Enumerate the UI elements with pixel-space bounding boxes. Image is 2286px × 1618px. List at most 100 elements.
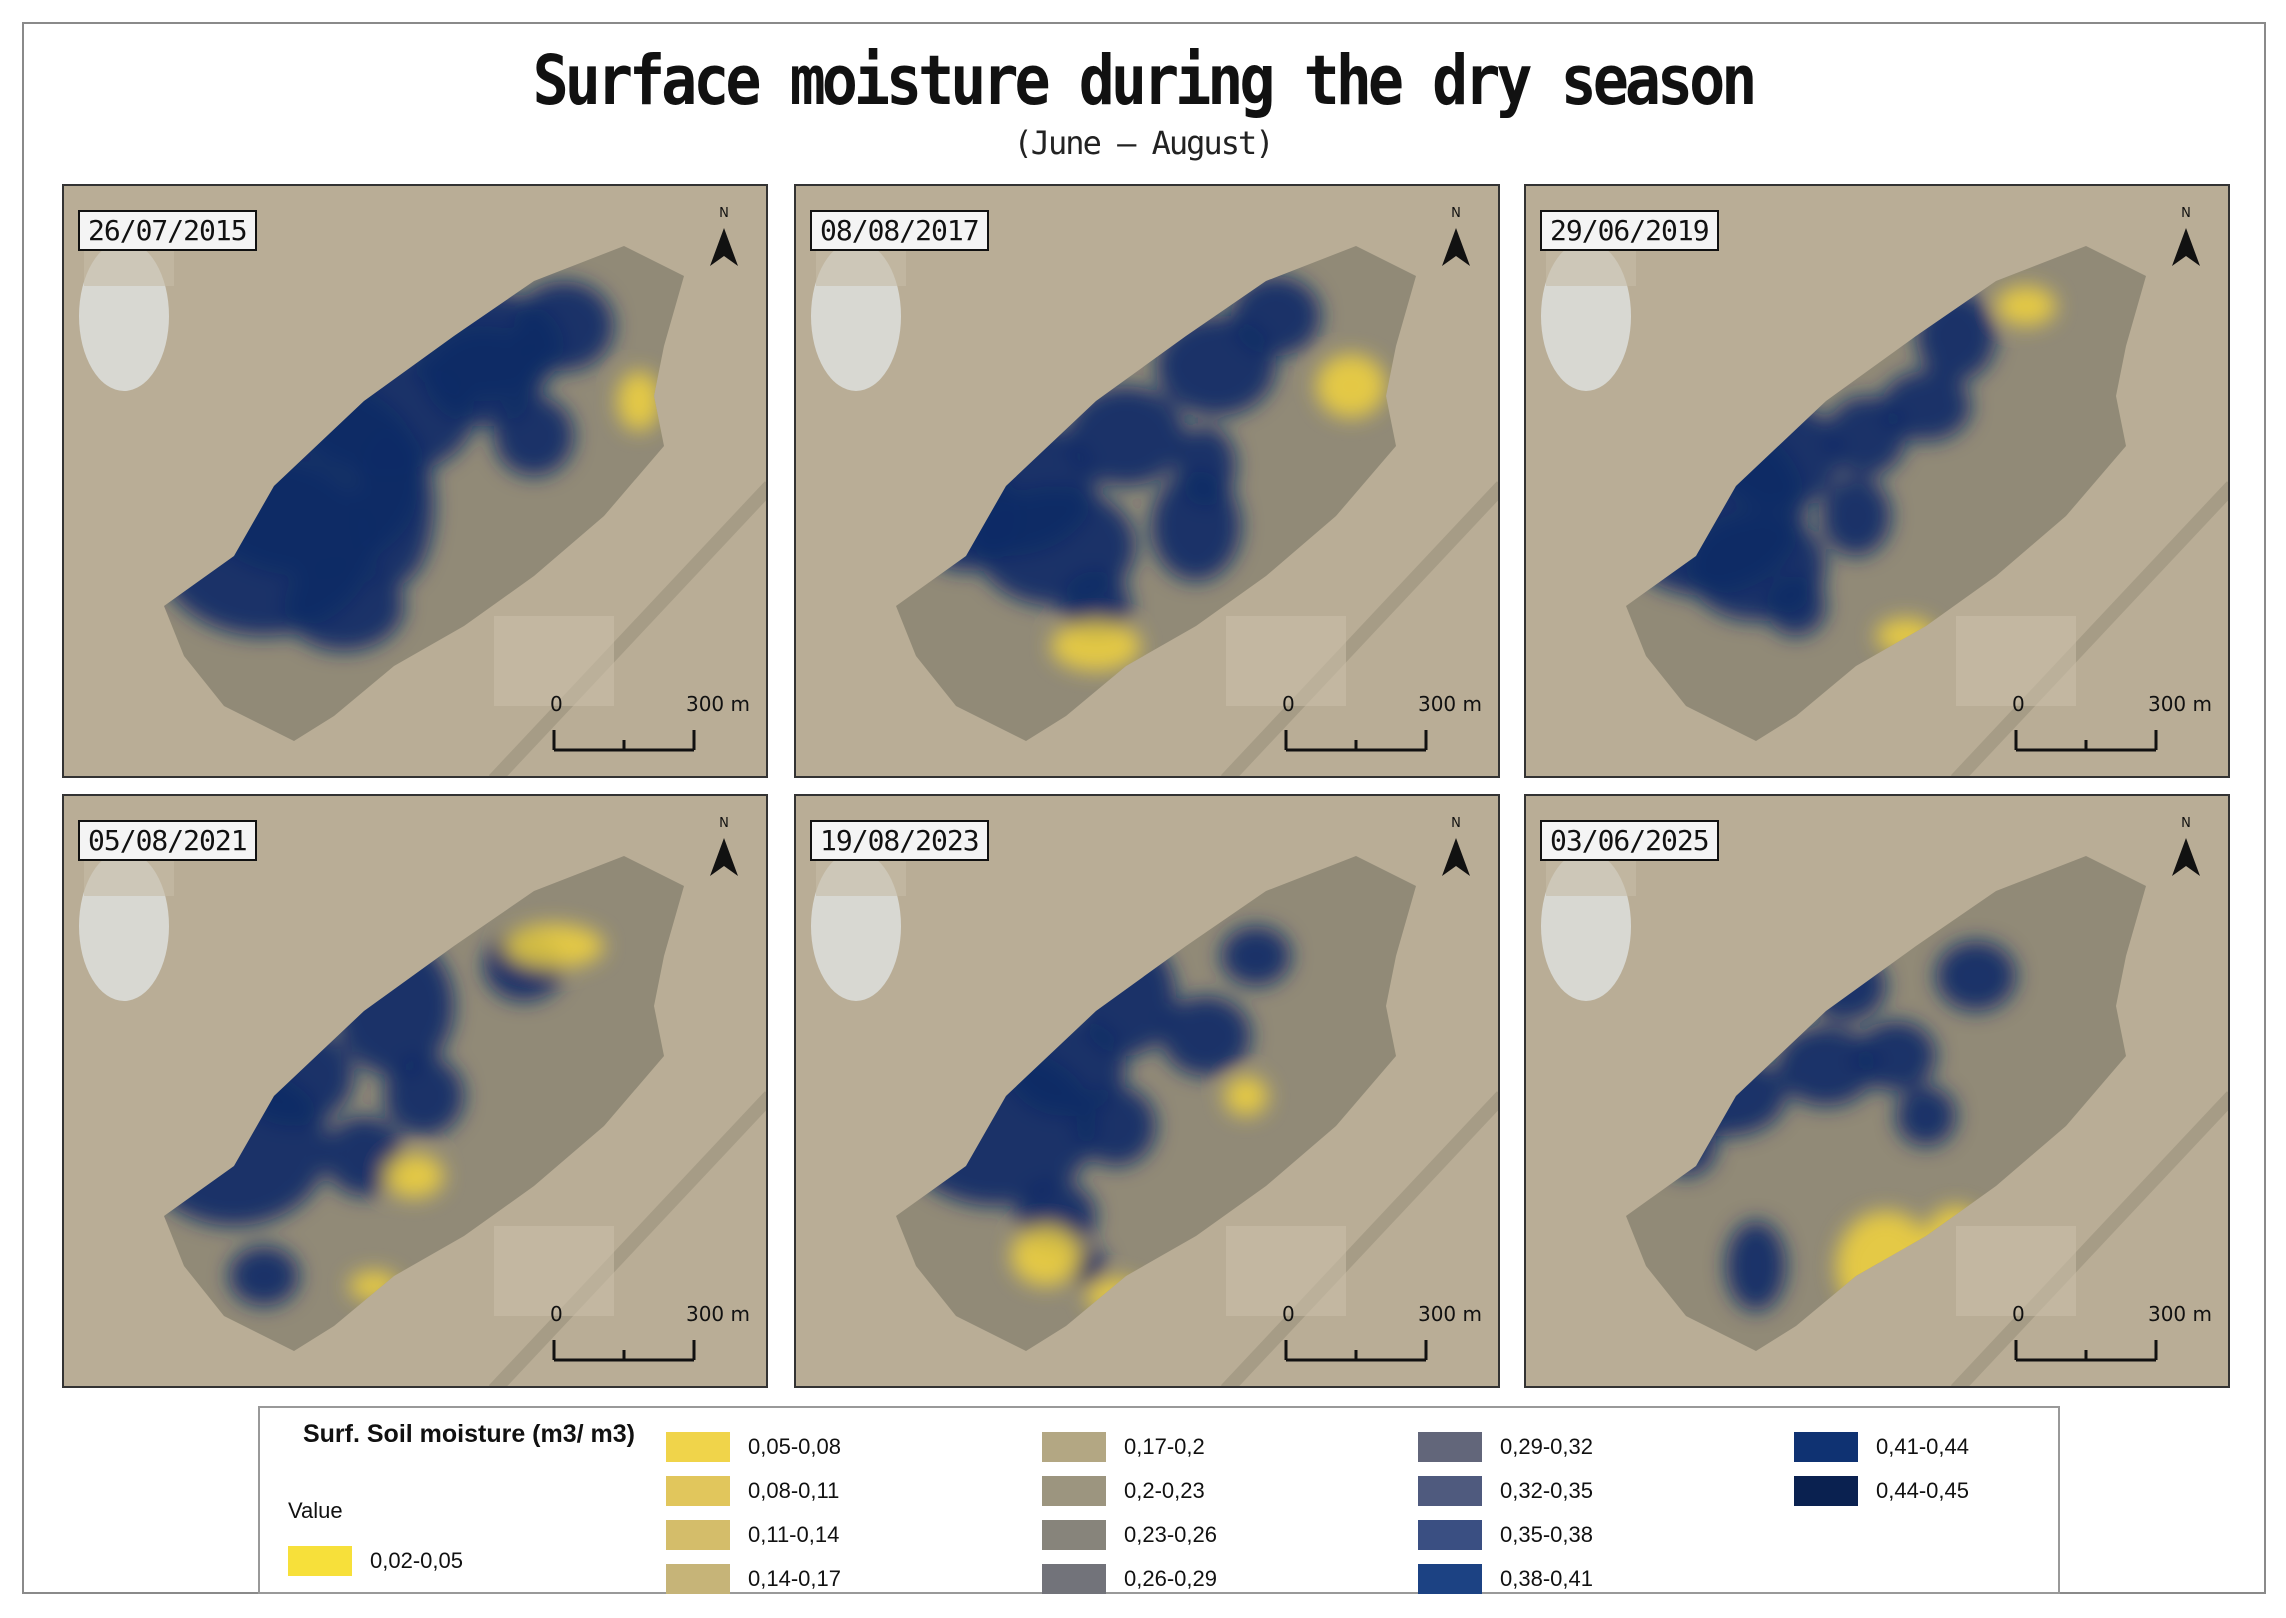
- north-label: N: [719, 206, 729, 221]
- dry-zone: [1316, 354, 1386, 418]
- north-arrow-icon: N: [2166, 206, 2206, 276]
- parcel: [494, 616, 614, 706]
- legend-swatch: [1418, 1476, 1482, 1506]
- north-label: N: [719, 816, 729, 831]
- wet-zone: [354, 426, 434, 586]
- scale-zero: 0: [2012, 692, 2025, 716]
- panel-date: 03/06/2025: [1540, 820, 1719, 861]
- panel-date: 29/06/2019: [1540, 210, 1719, 251]
- dry-zone: [1051, 621, 1141, 671]
- legend-swatch: [1418, 1520, 1482, 1550]
- scale-bar: 0 300 m: [550, 1302, 750, 1366]
- wet-zone: [1066, 386, 1186, 486]
- legend-label: 0,23-0,26: [1124, 1522, 1217, 1547]
- scale-zero: 0: [550, 692, 563, 716]
- north-arrow-icon: N: [704, 206, 744, 276]
- parcel: [1226, 616, 1346, 706]
- wet-zone: [1221, 926, 1291, 986]
- legend-label: 0,11-0,14: [748, 1522, 840, 1547]
- map-panel: 05/08/2021 N 0 300 m: [62, 794, 768, 1388]
- map-panel: 19/08/2023 N 0 300 m: [794, 794, 1500, 1388]
- panel-date: 19/08/2023: [810, 820, 989, 861]
- legend-label: 0,14-0,17: [748, 1566, 841, 1591]
- figure-title: Surface moisture during the dry season: [532, 40, 1758, 122]
- legend-label: 0,29-0,32: [1500, 1434, 1593, 1459]
- map-panel: 29/06/2019 N 0 300 m: [1524, 184, 2230, 778]
- wet-zone: [424, 326, 544, 426]
- scale-zero: 0: [2012, 1302, 2025, 1326]
- north-label: N: [2181, 816, 2191, 831]
- panel-date: 08/08/2017: [810, 210, 989, 251]
- wet-zone: [384, 1056, 464, 1136]
- road: [1220, 481, 1498, 776]
- scale-bar: 0 300 m: [1282, 692, 1482, 756]
- scale-zero: 0: [550, 1302, 563, 1326]
- wet-zone: [1821, 476, 1891, 556]
- scale-bar: 0 300 m: [1282, 1302, 1482, 1366]
- legend-swatch: [1418, 1432, 1482, 1462]
- map-panel: 03/06/2025 N 0 300 m: [1524, 794, 2230, 1388]
- figure-subtitle: (June – August): [1013, 124, 1275, 162]
- scale-distance: 300 m: [685, 1302, 750, 1326]
- scale-distance: 300 m: [2147, 1302, 2212, 1326]
- soil-moisture-map: [796, 186, 1498, 776]
- soil-moisture-map: [796, 796, 1498, 1386]
- wet-zone: [1856, 1021, 1936, 1091]
- legend-swatch: [1042, 1476, 1106, 1506]
- dry-zone: [504, 924, 604, 968]
- parcel: [494, 1226, 614, 1316]
- road: [1950, 1091, 2228, 1386]
- legend-swatch: [1042, 1564, 1106, 1594]
- legend-label: 0,2-0,23: [1124, 1478, 1205, 1503]
- legend-swatch: [666, 1476, 730, 1506]
- legend-label: 0,35-0,38: [1500, 1522, 1593, 1547]
- road: [488, 1091, 766, 1386]
- wet-zone: [1881, 371, 1971, 441]
- north-arrow-icon: N: [1436, 206, 1476, 276]
- panel-date: 26/07/2015: [78, 210, 257, 251]
- legend-label: 0,38-0,41: [1500, 1566, 1593, 1591]
- scale-zero: 0: [1282, 1302, 1295, 1326]
- legend-swatch: [288, 1546, 352, 1576]
- legend-label: 0,17-0,2: [1124, 1434, 1205, 1459]
- wet-zone: [1726, 1221, 1786, 1311]
- legend-swatch: [1042, 1432, 1106, 1462]
- scale-bar: 0 300 m: [550, 692, 750, 756]
- wet-zone: [1936, 941, 2016, 1011]
- north-label: N: [1451, 816, 1461, 831]
- legend: Surf. Soil moisture (m3/ m3) Value 0,02-…: [258, 1406, 2060, 1594]
- road: [1950, 481, 2228, 776]
- dry-zone: [1996, 286, 2056, 326]
- scale-distance: 300 m: [1417, 1302, 1482, 1326]
- parcel: [1956, 616, 2076, 706]
- wet-zone: [1776, 1026, 1876, 1106]
- north-label: N: [1451, 206, 1461, 221]
- legend-title: Surf. Soil moisture (m3/ m3): [302, 1420, 635, 1448]
- scale-bar: 0 300 m: [2012, 692, 2212, 756]
- soil-moisture-map: [64, 796, 766, 1386]
- wet-zone: [229, 1246, 299, 1306]
- legend-swatch: [1794, 1432, 1858, 1462]
- north-label: N: [2181, 206, 2191, 221]
- scale-bar: 0 300 m: [2012, 1302, 2212, 1366]
- legend-label: 0,32-0,35: [1500, 1478, 1593, 1503]
- scale-distance: 300 m: [1417, 692, 1482, 716]
- soil-moisture-map: [1526, 796, 2228, 1386]
- wet-zone: [514, 281, 614, 371]
- legend-swatch: [666, 1520, 730, 1550]
- legend-label: 0,26-0,29: [1124, 1566, 1217, 1591]
- wet-zone: [494, 396, 574, 476]
- legend-swatch: [666, 1564, 730, 1594]
- scale-zero: 0: [1282, 692, 1295, 716]
- dry-zone: [617, 371, 661, 431]
- north-arrow-icon: N: [704, 816, 744, 886]
- north-arrow-icon: N: [1436, 816, 1476, 886]
- map-panel: 26/07/2015 N 0 300 m: [62, 184, 768, 778]
- wet-zone: [1151, 471, 1241, 581]
- dry-zone: [384, 1154, 444, 1198]
- legend-label: 0,05-0,08: [748, 1434, 841, 1459]
- legend-label: 0,41-0,44: [1876, 1434, 1969, 1459]
- scale-distance: 300 m: [685, 692, 750, 716]
- soil-moisture-map: [1526, 186, 2228, 776]
- study-field: [896, 246, 1416, 741]
